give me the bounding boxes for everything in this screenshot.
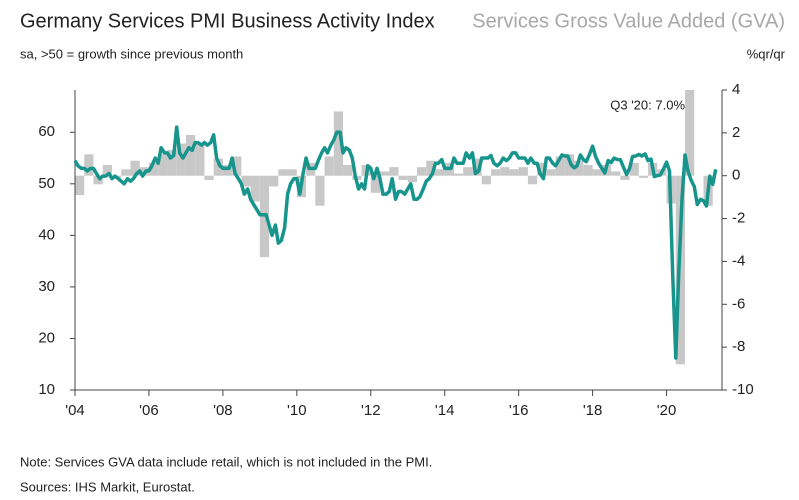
gva-bar (611, 171, 621, 176)
y2-tick-label: -6 (732, 295, 745, 312)
gva-bar (620, 175, 630, 180)
gva-bar (324, 156, 334, 176)
gva-bar (453, 173, 464, 176)
x-tick-label: '14 (435, 402, 455, 419)
gva-bar (287, 169, 297, 176)
gva-bar (509, 169, 519, 176)
gva-bar (102, 165, 112, 176)
gva-bar (685, 90, 695, 176)
y2-tick-label: 4 (732, 81, 740, 98)
y2-tick-label: -2 (732, 210, 745, 227)
y2-tick-label: -4 (732, 252, 745, 269)
gva-bar (407, 175, 417, 183)
gva-bar (315, 175, 325, 206)
annotation: Q3 '20: 7.0% (610, 97, 685, 112)
gva-bar (250, 175, 260, 202)
chart-title: Germany Services PMI Business Activity I… (20, 10, 435, 32)
y2-tick-label: 2 (732, 124, 740, 141)
gva-bar (84, 154, 94, 176)
gva-bar (537, 162, 547, 176)
gva-bar (583, 165, 593, 176)
gva-bar (416, 167, 427, 176)
gva-bar (343, 165, 353, 176)
gva-bar (574, 160, 584, 176)
gva-bar (204, 175, 214, 180)
y2-tick-label: 0 (732, 167, 740, 184)
x-tick-label: '04 (65, 402, 85, 419)
gva-bar (398, 175, 408, 180)
gva-bar (380, 171, 390, 176)
x-tick-label: '06 (139, 402, 159, 419)
gva-bar (518, 167, 528, 176)
gva-bar (555, 156, 565, 176)
gva-bar (269, 175, 279, 187)
x-tick-label: '20 (657, 402, 677, 419)
gva-bar (93, 175, 103, 185)
y2-tick-label: -8 (732, 338, 745, 355)
y-tick-label: 30 (38, 278, 55, 295)
gva-bar (176, 143, 186, 176)
x-tick-label: '16 (509, 402, 529, 419)
gva-bar (222, 165, 233, 176)
gva-bar (167, 150, 177, 176)
gva-bar (130, 160, 140, 176)
gva-bar (121, 169, 131, 176)
gva-bar (638, 175, 649, 178)
gva-bar (278, 169, 288, 176)
gva-bar (481, 175, 491, 185)
y2-axis-label: %qr/qr (747, 46, 786, 61)
gva-bar (333, 111, 344, 176)
source: Sources: IHS Markit, Eurostat. (20, 479, 195, 494)
gva-bar (426, 160, 436, 176)
x-tick-label: '08 (213, 402, 233, 419)
x-tick-label: '12 (361, 402, 381, 419)
gva-bar (213, 158, 223, 176)
gva-bar (435, 169, 445, 176)
gva-bar (75, 175, 85, 195)
y-tick-label: 40 (38, 226, 55, 243)
gva-bar (148, 162, 159, 176)
y-tick-label: 60 (38, 123, 55, 140)
pmi-line (73, 125, 718, 360)
y-tick-label: 20 (38, 329, 55, 346)
gva-bar (500, 167, 510, 176)
y2-tick-label: -10 (732, 381, 754, 398)
gva-bar (389, 167, 399, 176)
x-tick-label: '10 (287, 402, 307, 419)
note: Note: Services GVA data include retail, … (20, 454, 432, 469)
y-tick-label: 50 (38, 175, 55, 192)
x-tick-label: '18 (583, 402, 603, 419)
gva-bar (241, 175, 251, 187)
gva-bar (472, 158, 482, 176)
gva-bar (592, 169, 602, 176)
gva-bar (370, 175, 381, 193)
y-tick-label: 10 (38, 381, 55, 398)
gva-bar (195, 143, 205, 176)
gva-bar (546, 169, 556, 176)
chart-title-right: Services Gross Value Added (GVA) (472, 10, 785, 32)
gva-bar (158, 154, 168, 176)
gva-bar (490, 169, 501, 176)
subtitle: sa, >50 = growth since previous month (20, 46, 243, 61)
gva-bar (629, 162, 639, 176)
gva-bar (232, 156, 242, 176)
gva-bar (527, 175, 538, 185)
gva-bar (463, 167, 473, 176)
gva-bar (185, 135, 196, 176)
